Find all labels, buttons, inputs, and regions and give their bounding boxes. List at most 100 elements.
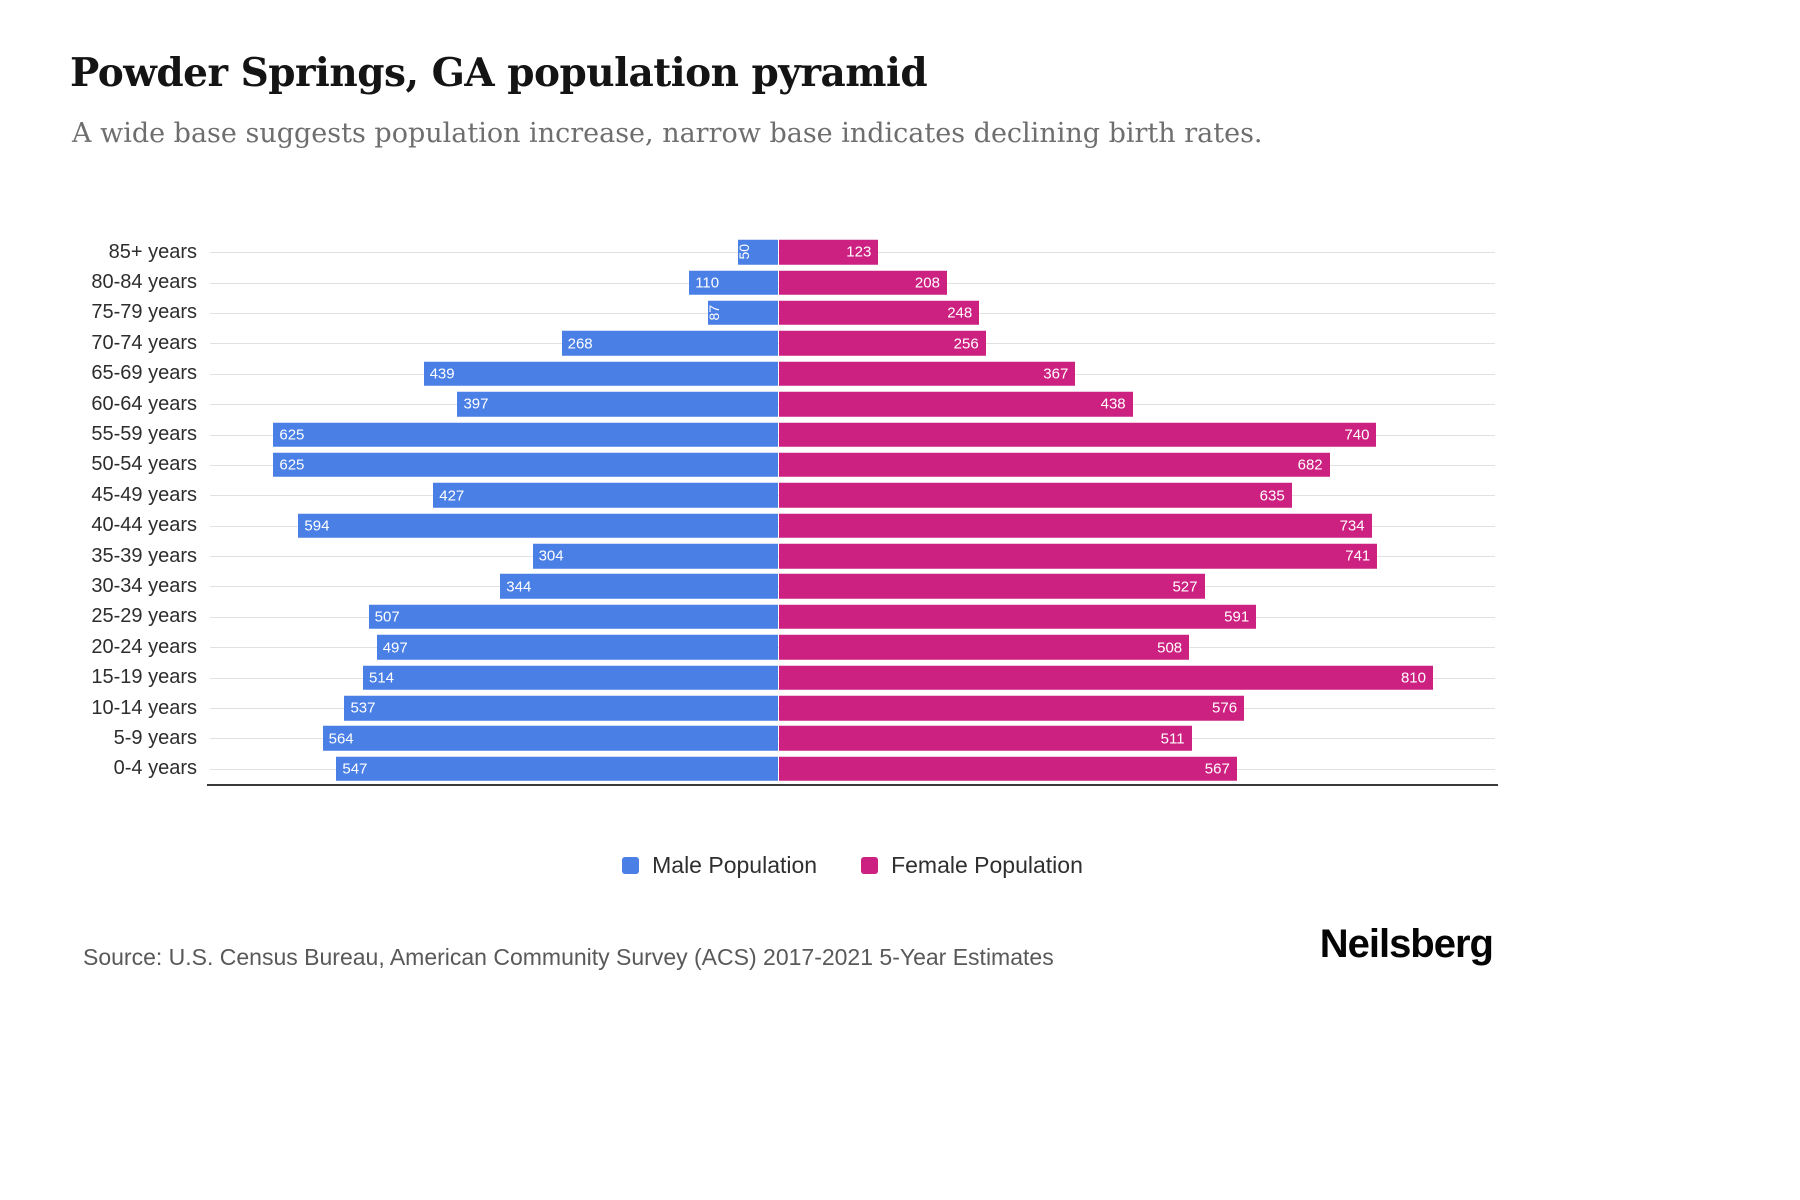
male-bar-value: 507 — [374, 608, 400, 626]
pyramid-row: 5-9 years 564 511 — [70, 723, 1500, 753]
age-group-label: 55-59 years — [91, 423, 197, 446]
age-group-label: 5-9 years — [113, 726, 197, 749]
pyramid-row: 50-54 years 625 682 — [70, 450, 1500, 480]
female-bar-value: 740 — [1344, 426, 1370, 444]
age-group-label: 25-29 years — [91, 605, 197, 628]
male-legend-label: Male Population — [652, 852, 818, 878]
female-bar: 511 — [779, 726, 1192, 751]
female-bar-value: 741 — [1345, 547, 1371, 565]
legend-item-male: Male Population — [622, 852, 817, 879]
male-bar: 625 — [273, 452, 778, 478]
male-bar: 344 — [500, 574, 778, 599]
age-group-label: 65-69 years — [91, 362, 197, 385]
row-plot: 50 123 — [210, 237, 1495, 267]
row-plot: 625 682 — [210, 450, 1495, 480]
row-plot: 439 367 — [210, 359, 1495, 389]
male-bar: 497 — [376, 635, 778, 660]
male-bar-value: 304 — [538, 547, 564, 565]
row-plot: 507 591 — [210, 602, 1495, 632]
male-bar-value: 50 — [735, 244, 752, 260]
male-bar: 547 — [336, 756, 778, 782]
pyramid-row: 65-69 years 439 367 — [70, 359, 1500, 389]
female-bar: 567 — [779, 756, 1237, 782]
row-plot: 427 635 — [210, 480, 1495, 510]
male-bar: 507 — [368, 604, 778, 630]
female-legend-swatch — [861, 857, 879, 874]
male-legend-swatch — [622, 857, 640, 874]
age-group-label: 35-39 years — [91, 544, 197, 567]
male-bar: 427 — [433, 483, 778, 508]
pyramid-row: 20-24 years 497 508 — [70, 632, 1500, 662]
male-bar: 564 — [322, 726, 778, 751]
female-bar-value: 256 — [953, 334, 979, 352]
age-group-label: 75-79 years — [91, 301, 197, 324]
female-bar-value: 635 — [1259, 486, 1285, 504]
row-plot: 87 248 — [210, 298, 1495, 328]
female-bar: 741 — [779, 543, 1378, 569]
female-bar-value: 508 — [1157, 638, 1183, 656]
male-bar: 268 — [561, 331, 778, 356]
population-pyramid-chart: 85+ years 50 123 80-84 years 110 208 75-79 yea… — [70, 237, 1500, 786]
pyramid-row: 15-19 years 514 810 — [70, 662, 1500, 692]
female-bar: 438 — [779, 391, 1133, 417]
male-bar-value: 110 — [695, 274, 720, 292]
row-plot: 564 511 — [210, 723, 1495, 753]
pyramid-row: 80-84 years 110 208 — [70, 267, 1500, 297]
female-bar: 810 — [779, 665, 1433, 690]
male-bar-value: 547 — [342, 760, 368, 778]
female-bar: 576 — [779, 695, 1245, 721]
female-bar: 248 — [779, 300, 980, 326]
female-bar: 527 — [779, 574, 1205, 599]
pyramid-row: 45-49 years 427 635 — [70, 480, 1500, 510]
female-bar: 256 — [779, 331, 986, 356]
female-legend-label: Female Population — [891, 852, 1083, 878]
female-bar-value: 576 — [1212, 699, 1238, 717]
age-group-label: 0-4 years — [113, 757, 197, 780]
legend-item-female: Female Population — [861, 852, 1083, 879]
pyramid-row: 30-34 years 344 527 — [70, 571, 1500, 601]
row-plot: 110 208 — [210, 267, 1495, 297]
pyramid-row: 55-59 years 625 740 — [70, 419, 1500, 449]
chart-subtitle: A wide base suggests population increase… — [72, 118, 1263, 149]
source-text: Source: U.S. Census Bureau, American Com… — [83, 944, 1054, 970]
male-bar: 87 — [705, 300, 778, 326]
female-bar-value: 123 — [846, 243, 872, 261]
female-bar-value: 682 — [1297, 456, 1323, 474]
pyramid-row: 60-64 years 397 438 — [70, 389, 1500, 419]
male-bar-value: 625 — [279, 456, 305, 474]
male-bar: 304 — [532, 543, 778, 569]
age-group-label: 10-14 years — [91, 696, 197, 719]
female-bar: 734 — [779, 513, 1372, 538]
age-group-label: 45-49 years — [91, 483, 197, 506]
age-group-label: 70-74 years — [91, 331, 197, 354]
row-plot: 547 567 — [210, 754, 1495, 784]
row-plot: 397 438 — [210, 389, 1495, 419]
row-plot: 594 734 — [210, 511, 1495, 541]
row-plot: 625 740 — [210, 419, 1495, 449]
age-group-label: 60-64 years — [91, 392, 197, 415]
female-bar-value: 248 — [947, 304, 973, 322]
pyramid-row: 10-14 years 537 576 — [70, 693, 1500, 723]
female-bar: 367 — [779, 361, 1076, 386]
female-bar-value: 511 — [1160, 729, 1185, 747]
male-bar: 514 — [363, 665, 778, 690]
age-group-label: 80-84 years — [91, 271, 197, 294]
female-bar-value: 527 — [1172, 577, 1198, 595]
pyramid-row: 0-4 years 547 567 — [70, 754, 1500, 784]
age-group-label: 85+ years — [108, 240, 197, 263]
male-bar: 625 — [273, 422, 778, 447]
female-bar-value: 591 — [1224, 608, 1250, 626]
pyramid-row: 70-74 years 268 256 — [70, 328, 1500, 358]
female-bar: 635 — [779, 483, 1292, 508]
pyramid-row: 35-39 years 304 741 — [70, 541, 1500, 571]
chart-title: Powder Springs, GA population pyramid — [70, 50, 928, 96]
row-plot: 268 256 — [210, 328, 1495, 358]
pyramid-row: 40-44 years 594 734 — [70, 511, 1500, 541]
pyramid-row: 85+ years 50 123 — [70, 237, 1500, 267]
male-bar-value: 268 — [567, 334, 593, 352]
male-bar: 594 — [298, 513, 778, 538]
female-bar-value: 367 — [1043, 365, 1069, 383]
female-bar-value: 438 — [1100, 395, 1126, 413]
chart-legend: Male Population Female Population — [210, 852, 1495, 879]
male-bar-value: 87 — [705, 305, 722, 321]
